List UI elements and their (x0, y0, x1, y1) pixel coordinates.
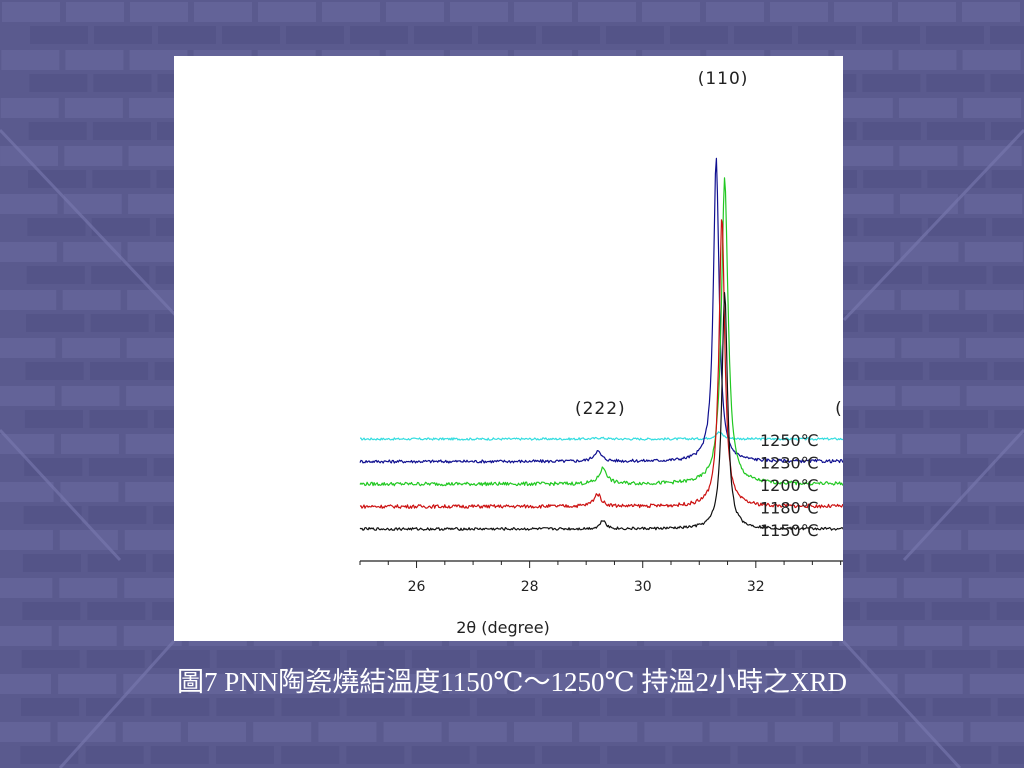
series-line-1250℃ (360, 431, 843, 441)
figure-caption: 圖7 PNN陶瓷燒結溫度1150℃～1250℃ 持溫2小時之XRD (177, 667, 847, 697)
series-line-1180℃ (359, 219, 843, 509)
series-line-1150℃ (359, 292, 843, 531)
legend-entry: 1180℃ (760, 499, 819, 518)
legend-entry: 1150℃ (760, 521, 819, 540)
x-tick-label: 30 (634, 579, 652, 595)
peak-annotation: (400) (835, 399, 843, 419)
series-line-1230℃ (359, 157, 843, 464)
legend-entry: 1230℃ (760, 454, 819, 473)
x-axis: 262830323436 (359, 560, 843, 595)
series-group (359, 157, 843, 531)
x-tick-label: 26 (408, 579, 426, 595)
peak-annotation: (110) (698, 69, 749, 89)
x-tick-label: 32 (747, 579, 765, 595)
legend: 1250℃ 1230℃ 1200℃ 1180℃ 1150℃ (760, 431, 819, 540)
x-axis-label: 2θ (degree) (456, 618, 550, 637)
legend-entry: 1200℃ (760, 476, 819, 495)
x-tick-label: 28 (521, 579, 539, 595)
peak-annotation: (222) (575, 399, 626, 419)
peak-annotations: (110) (222) (400) (575, 69, 843, 419)
series-line-1200℃ (359, 177, 843, 487)
legend-entry: 1250℃ (760, 431, 819, 450)
